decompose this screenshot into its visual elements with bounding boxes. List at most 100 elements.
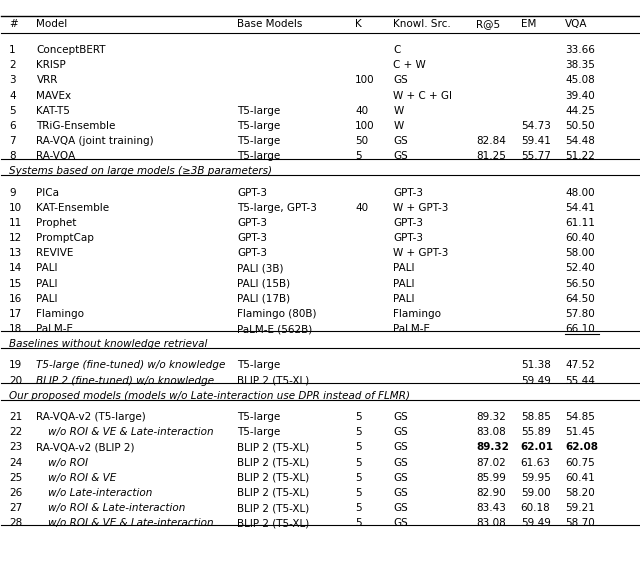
Text: R@5: R@5 [476,19,500,29]
Text: PALI (15B): PALI (15B) [237,278,291,289]
Text: 4: 4 [9,91,15,101]
Text: GPT-3: GPT-3 [237,218,267,228]
Text: 59.41: 59.41 [521,136,550,146]
Text: GPT-3: GPT-3 [237,248,267,258]
Text: RA-VQA-v2 (T5-large): RA-VQA-v2 (T5-large) [36,412,146,422]
Text: 12: 12 [9,233,22,243]
Text: Flamingo: Flamingo [394,309,442,319]
Text: 1: 1 [9,45,15,55]
Text: 58.20: 58.20 [565,488,595,498]
Text: T5-large: T5-large [237,360,280,370]
Text: w/o Late-interaction: w/o Late-interaction [48,488,152,498]
Text: W + GPT-3: W + GPT-3 [394,248,449,258]
Text: Our proposed models (models w/o Late-interaction use DPR instead of FLMR): Our proposed models (models w/o Late-int… [9,391,410,401]
Text: Flamingo: Flamingo [36,309,84,319]
Text: GPT-3: GPT-3 [237,188,267,197]
Text: 2: 2 [9,60,15,70]
Text: 51.45: 51.45 [565,427,595,437]
Text: 60.75: 60.75 [565,458,595,468]
Text: Prophet: Prophet [36,218,77,228]
Text: 85.99: 85.99 [476,473,506,483]
Text: 87.02: 87.02 [476,458,506,468]
Text: PICa: PICa [36,188,60,197]
Text: 59.95: 59.95 [521,473,550,483]
Text: Model: Model [36,19,68,29]
Text: KAT-T5: KAT-T5 [36,105,70,116]
Text: T5-large (fine-tuned) w/o knowledge: T5-large (fine-tuned) w/o knowledge [36,360,226,370]
Text: 26: 26 [9,488,22,498]
Text: 7: 7 [9,136,15,146]
Text: 5: 5 [355,442,362,452]
Text: 5: 5 [9,105,15,116]
Text: 57.80: 57.80 [565,309,595,319]
Text: GS: GS [394,458,408,468]
Text: BLIP 2 (T5-XL): BLIP 2 (T5-XL) [237,503,309,513]
Text: 61.11: 61.11 [565,218,595,228]
Text: 54.85: 54.85 [565,412,595,422]
Text: BLIP 2 (T5-XL): BLIP 2 (T5-XL) [237,518,309,528]
Text: PALI (3B): PALI (3B) [237,264,284,274]
Text: 19: 19 [9,360,22,370]
Text: 47.52: 47.52 [565,360,595,370]
Text: T5-large: T5-large [237,427,280,437]
Text: KAT-Ensemble: KAT-Ensemble [36,203,109,213]
Text: C + W: C + W [394,60,426,70]
Text: BLIP 2 (T5-XL): BLIP 2 (T5-XL) [237,473,309,483]
Text: 5: 5 [355,518,362,528]
Text: REVIVE: REVIVE [36,248,74,258]
Text: EM: EM [521,19,536,29]
Text: PALI: PALI [36,294,58,304]
Text: 64.50: 64.50 [565,294,595,304]
Text: 5: 5 [355,427,362,437]
Text: GPT-3: GPT-3 [394,233,423,243]
Text: 14: 14 [9,264,22,274]
Text: PaLM-E (562B): PaLM-E (562B) [237,324,312,334]
Text: 59.49: 59.49 [521,376,550,386]
Text: T5-large: T5-large [237,105,280,116]
Text: T5-large: T5-large [237,136,280,146]
Text: 58.70: 58.70 [565,518,595,528]
Text: RA-VQA-v2 (BLIP 2): RA-VQA-v2 (BLIP 2) [36,442,135,452]
Text: PALI: PALI [394,278,415,289]
Text: PALI (17B): PALI (17B) [237,294,291,304]
Text: 54.41: 54.41 [565,203,595,213]
Text: GS: GS [394,412,408,422]
Text: 40: 40 [355,105,368,116]
Text: 50.50: 50.50 [565,121,595,131]
Text: 16: 16 [9,294,22,304]
Text: 55.44: 55.44 [565,376,595,386]
Text: 18: 18 [9,324,22,334]
Text: 59.21: 59.21 [565,503,595,513]
Text: 27: 27 [9,503,22,513]
Text: 6: 6 [9,121,15,131]
Text: 61.63: 61.63 [521,458,550,468]
Text: RA-VQA: RA-VQA [36,151,76,161]
Text: GPT-3: GPT-3 [394,218,423,228]
Text: GS: GS [394,151,408,161]
Text: 89.32: 89.32 [476,412,506,422]
Text: 55.89: 55.89 [521,427,550,437]
Text: 5: 5 [355,458,362,468]
Text: VQA: VQA [565,19,588,29]
Text: TRiG-Ensemble: TRiG-Ensemble [36,121,116,131]
Text: w/o ROI & Late-interaction: w/o ROI & Late-interaction [48,503,186,513]
Text: PALI: PALI [36,264,58,274]
Text: T5-large: T5-large [237,121,280,131]
Text: GS: GS [394,488,408,498]
Text: Baselines without knowledge retrieval: Baselines without knowledge retrieval [9,339,207,349]
Text: 51.38: 51.38 [521,360,550,370]
Text: 15: 15 [9,278,22,289]
Text: PALI: PALI [394,294,415,304]
Text: GPT-3: GPT-3 [394,188,423,197]
Text: 17: 17 [9,309,22,319]
Text: 60.41: 60.41 [565,473,595,483]
Text: 48.00: 48.00 [565,188,595,197]
Text: 40: 40 [355,203,368,213]
Text: 58.85: 58.85 [521,412,550,422]
Text: 60.18: 60.18 [521,503,550,513]
Text: BLIP 2 (fine-tuned) w/o knowledge: BLIP 2 (fine-tuned) w/o knowledge [36,376,214,386]
Text: 23: 23 [9,442,22,452]
Text: 44.25: 44.25 [565,105,595,116]
Text: BLIP 2 (T5-XL): BLIP 2 (T5-XL) [237,376,309,386]
Text: 59.00: 59.00 [521,488,550,498]
